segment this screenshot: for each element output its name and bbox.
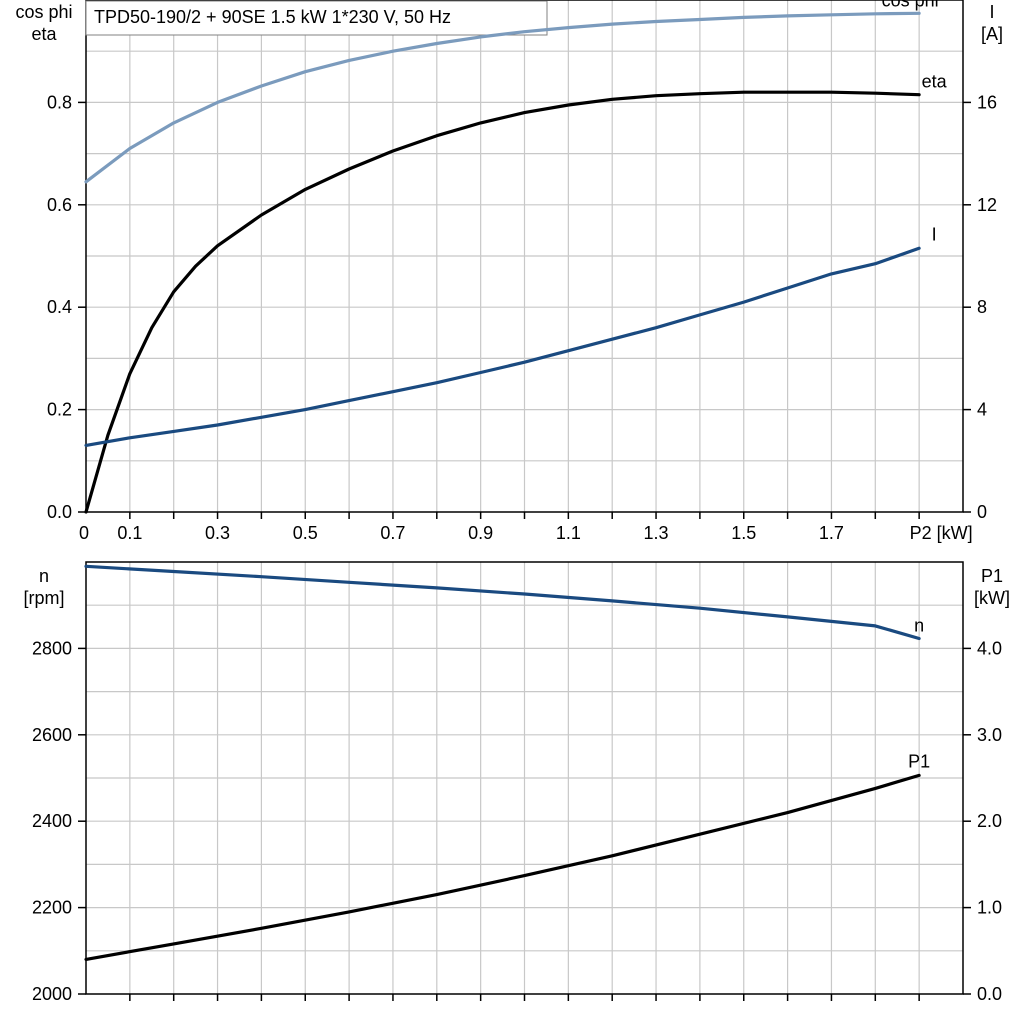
y-right-axis-label-line-1: P1 (981, 566, 1003, 586)
y-right-tick-label: 12 (977, 195, 997, 215)
grid (86, 0, 963, 512)
x-tick-label: 0.5 (293, 523, 318, 543)
y-left-tick-label: 0.4 (47, 297, 72, 317)
y-left-tick-label: 2000 (32, 984, 72, 1004)
y-left-axis-label-line-2: [rpm] (23, 588, 64, 608)
y-right-tick-label: 4.0 (977, 638, 1002, 658)
y-right-axis-label-line-2: [A] (981, 24, 1003, 44)
series-label-cos-phi: cos phi (882, 0, 939, 10)
chart-title-box (85, 0, 548, 36)
y-left-tick-label: 0.2 (47, 400, 72, 420)
series-line-eta (84, 90, 921, 514)
x-tick-label: 1.3 (644, 523, 669, 543)
y-left-axis-label-line-1: n (39, 566, 49, 586)
y-left-tick-label: 2600 (32, 725, 72, 745)
y-left-tick-label: 0.6 (47, 195, 72, 215)
series-label-eta: eta (922, 72, 948, 92)
x-axis-label: P2 [kW] (910, 523, 973, 543)
series-line-i (84, 246, 921, 447)
y-left-tick-label: 2800 (32, 638, 72, 658)
y-right-tick-label: 0.0 (977, 984, 1002, 1004)
series-label-n: n (914, 615, 924, 635)
series-line-n (84, 564, 921, 641)
y-left-tick-label: 2400 (32, 811, 72, 831)
x-tick-label: 1.5 (731, 523, 756, 543)
grid (86, 562, 963, 994)
y-left-axis-label-line-1: cos phi (15, 2, 72, 22)
x-tick-label: 1.1 (556, 523, 581, 543)
y-right-tick-label: 8 (977, 297, 987, 317)
y-left-axis-label-line-2: eta (31, 24, 57, 44)
x-tick-label: 0.1 (117, 523, 142, 543)
y-right-tick-label: 0 (977, 502, 987, 522)
bottom-chart-panel: 200022002400260028000.01.02.03.04.0n[rpm… (23, 561, 1010, 1004)
chart-title: TPD50-190/2 + 90SE 1.5 kW 1*230 V, 50 Hz (94, 7, 451, 27)
series-line-p1 (84, 773, 921, 962)
x-tick-label: 0.7 (380, 523, 405, 543)
y-right-axis-label-line-2: [kW] (974, 588, 1010, 608)
y-left-tick-label: 0.0 (47, 502, 72, 522)
y-right-axis-label-line-1: I (989, 2, 994, 22)
series-label-i: I (932, 224, 937, 244)
x-tick-label: 0 (79, 523, 89, 543)
y-right-tick-label: 4 (977, 400, 987, 420)
y-right-tick-label: 2.0 (977, 811, 1002, 831)
x-tick-label: 0.9 (468, 523, 493, 543)
y-left-tick-label: 0.8 (47, 92, 72, 112)
y-right-tick-label: 16 (977, 92, 997, 112)
y-left-tick-label: 2200 (32, 898, 72, 918)
x-tick-label: 1.7 (819, 523, 844, 543)
y-right-tick-label: 1.0 (977, 898, 1002, 918)
y-right-tick-label: 3.0 (977, 725, 1002, 745)
series-label-p1: P1 (908, 751, 930, 771)
series-line-cos-phi (84, 11, 921, 184)
x-tick-label: 0.3 (205, 523, 230, 543)
